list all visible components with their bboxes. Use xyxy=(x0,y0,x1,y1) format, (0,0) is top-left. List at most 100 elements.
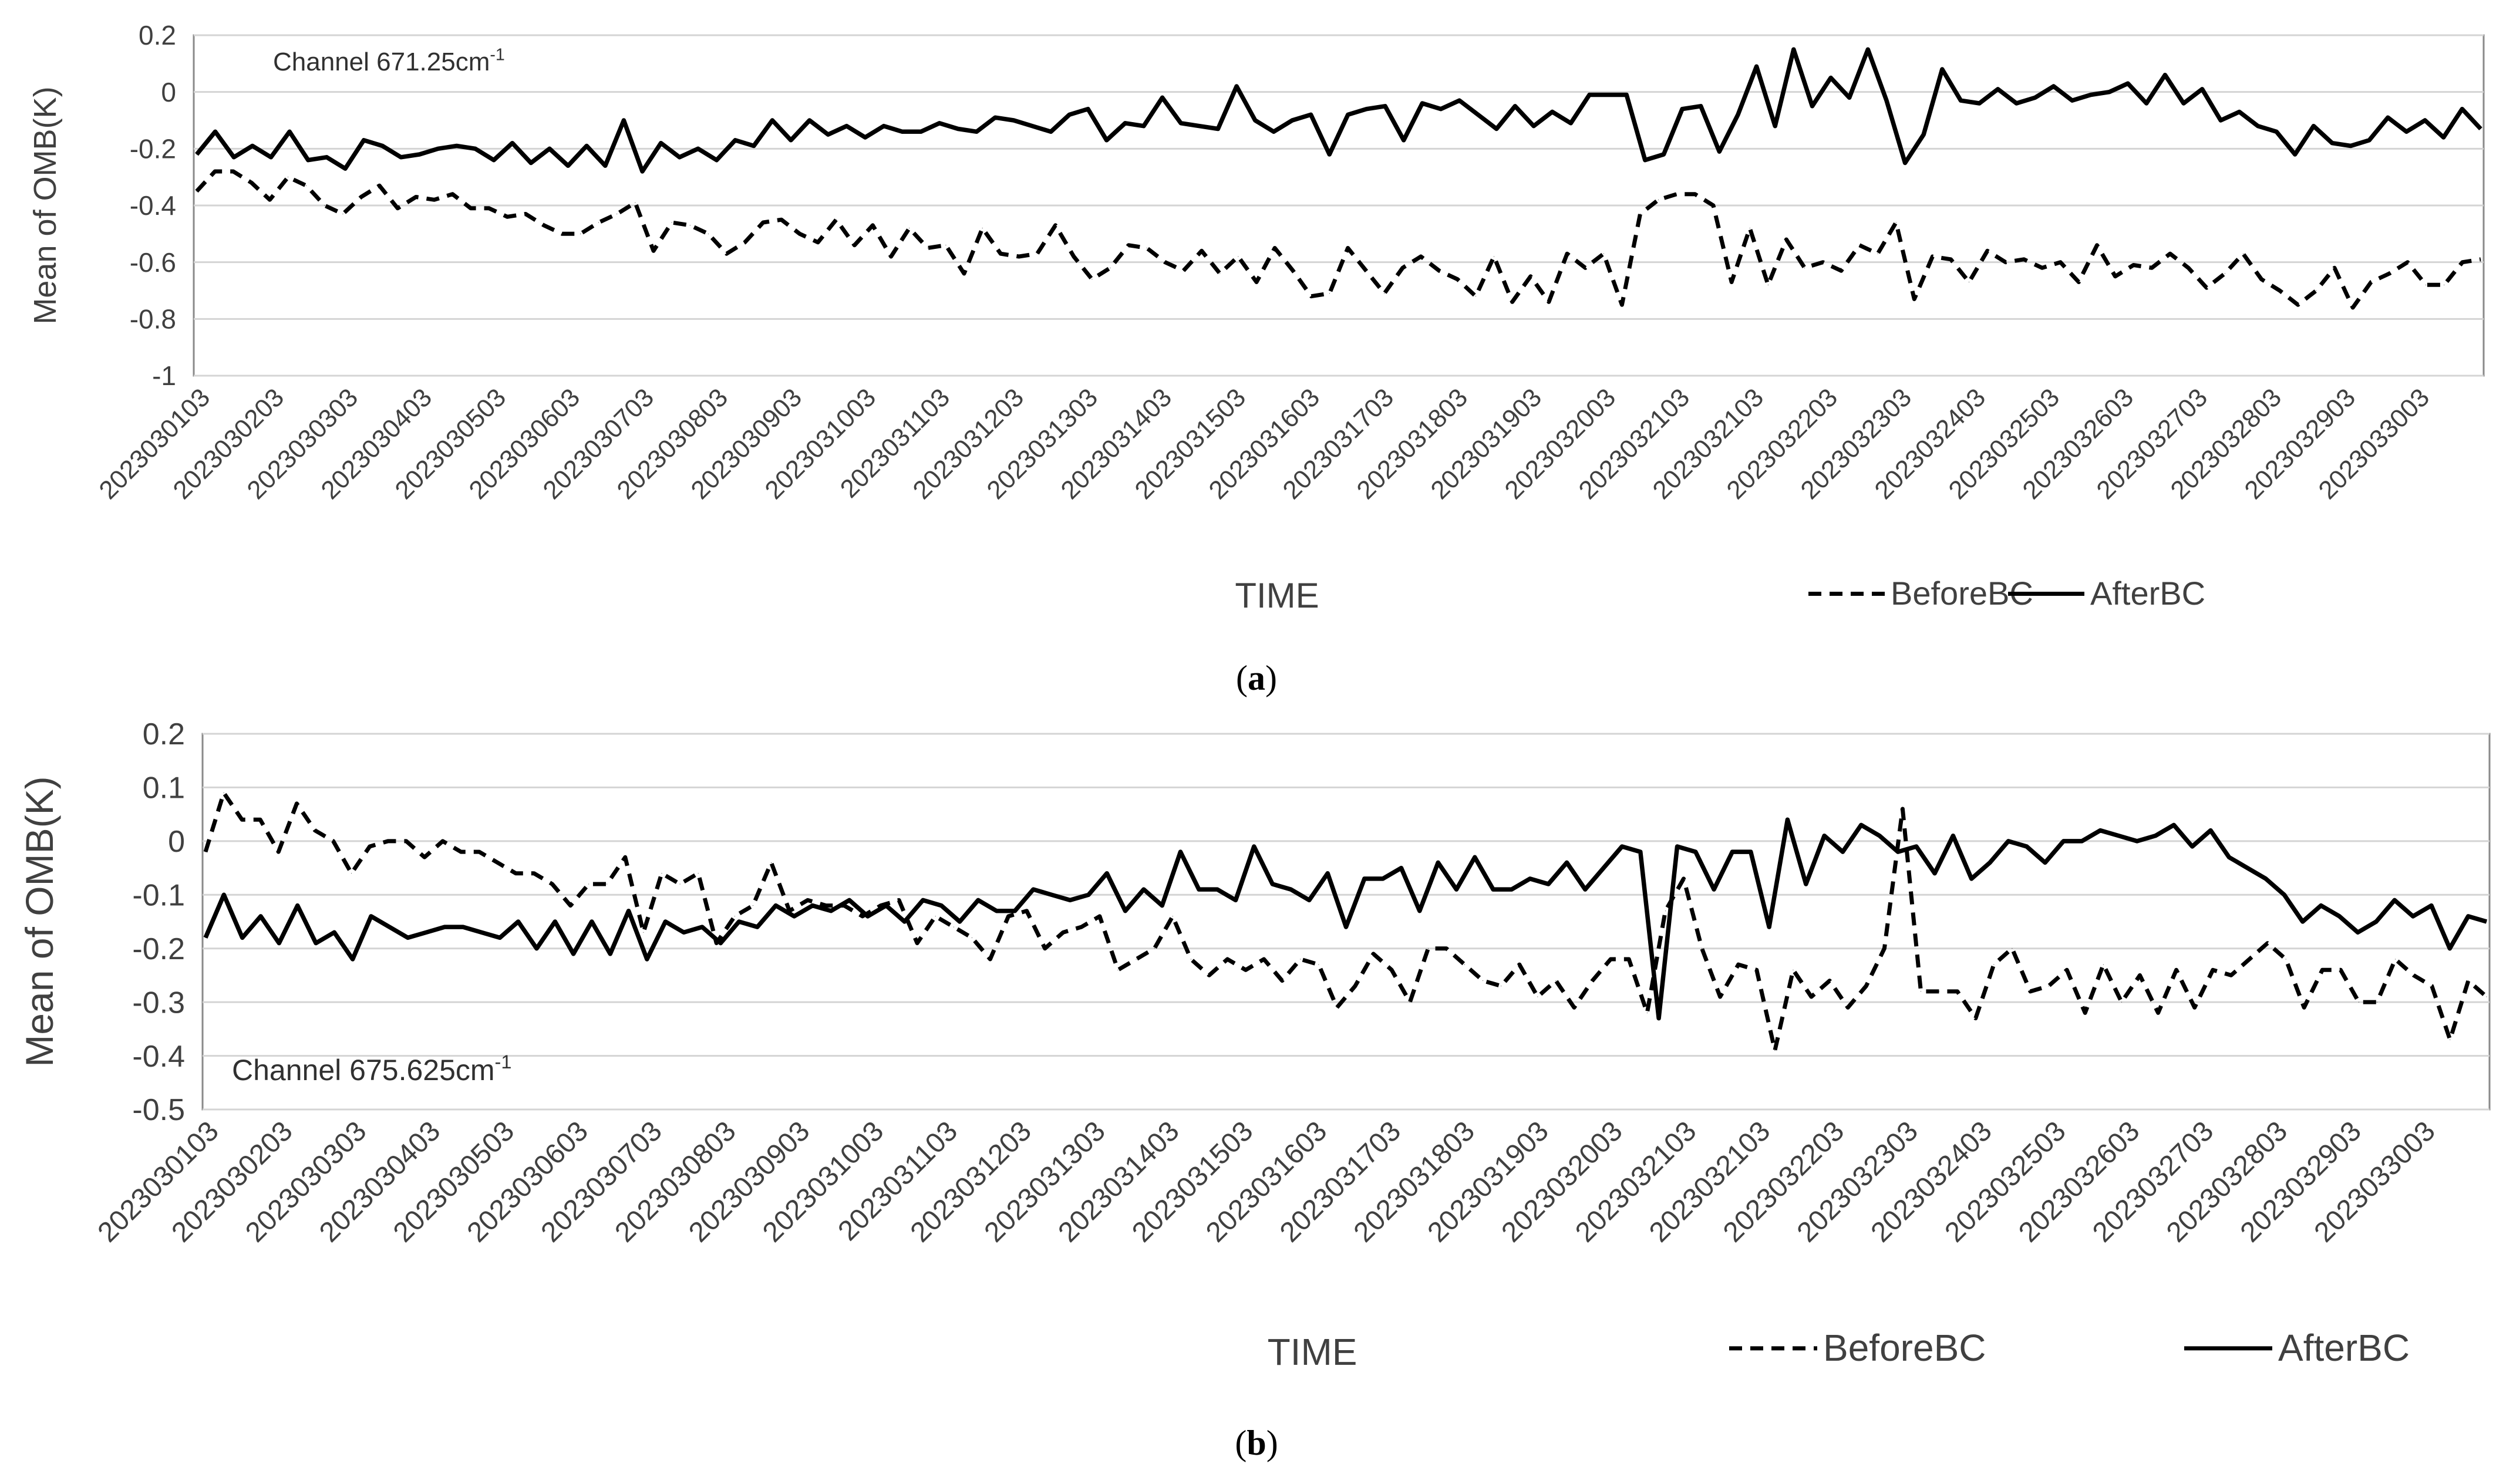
data-point-beforebc xyxy=(1774,1050,1776,1051)
data-point-afterbc xyxy=(2406,131,2407,132)
data-point-beforebc xyxy=(1555,980,1557,982)
data-point-afterbc xyxy=(2387,117,2389,118)
data-point-afterbc xyxy=(407,937,409,938)
data-point-afterbc xyxy=(2276,131,2277,132)
data-point-beforebc xyxy=(2103,964,2104,965)
data-point-afterbc xyxy=(1824,835,1825,837)
data-point-afterbc xyxy=(2357,932,2359,933)
data-point-afterbc xyxy=(1719,151,1720,152)
data-point-beforebc xyxy=(260,819,261,820)
y-axis-title: Mean of OMB(K) xyxy=(18,776,61,1067)
data-point-beforebc xyxy=(1227,959,1228,960)
data-point-afterbc xyxy=(1125,910,1126,912)
data-point-afterbc xyxy=(289,131,290,132)
data-point-beforebc xyxy=(2413,974,2414,976)
series-line-afterbc xyxy=(195,47,2482,174)
data-point-afterbc xyxy=(1971,878,1972,879)
data-point-afterbc xyxy=(1456,889,1457,890)
y-tick-label: -0.5 xyxy=(132,1093,185,1127)
y-tick-label: 0.2 xyxy=(143,717,185,751)
data-point-afterbc xyxy=(1050,131,1052,132)
y-tick-label: -0.4 xyxy=(130,190,176,221)
panel-label: (a) xyxy=(1236,659,1277,697)
data-point-afterbc xyxy=(642,171,643,172)
channel-annotation: Channel 675.625cm-1 xyxy=(232,1051,511,1087)
data-point-beforebc xyxy=(1884,948,1885,949)
data-point-beforebc xyxy=(1208,974,1210,976)
data-point-afterbc xyxy=(1879,835,1880,837)
data-point-afterbc xyxy=(1548,883,1549,885)
data-point-beforebc xyxy=(233,171,234,172)
panel-label-open-paren: ( xyxy=(1235,1424,1247,1462)
data-point-afterbc xyxy=(2044,862,2046,863)
data-point-afterbc xyxy=(1364,878,1365,879)
series-line-beforebc xyxy=(203,791,2488,1053)
data-point-afterbc xyxy=(1474,856,1476,858)
data-point-beforebc xyxy=(497,862,498,863)
data-point-beforebc xyxy=(1026,910,1028,912)
data-point-afterbc xyxy=(941,905,942,906)
data-point-beforebc xyxy=(1373,953,1374,955)
data-point-afterbc xyxy=(1069,114,1070,115)
data-point-afterbc xyxy=(419,154,420,155)
y-tick-label: 0 xyxy=(168,825,185,859)
data-point-afterbc xyxy=(2071,100,2073,101)
data-point-afterbc xyxy=(1886,100,1887,101)
data-point-afterbc xyxy=(1013,120,1015,121)
data-point-beforebc xyxy=(679,883,681,885)
data-point-beforebc xyxy=(1300,959,1301,960)
data-point-beforebc xyxy=(570,905,571,906)
y-tick-label: 0.1 xyxy=(143,771,185,805)
y-tick-label: -0.8 xyxy=(130,303,176,334)
data-point-beforebc xyxy=(1665,910,1666,912)
data-point-beforebc xyxy=(1574,1007,1575,1008)
data-point-afterbc xyxy=(1217,889,1218,890)
data-point-afterbc xyxy=(1787,819,1788,820)
data-point-beforebc xyxy=(1683,878,1684,879)
series-line-beforebc xyxy=(195,169,2481,310)
data-point-afterbc xyxy=(2443,137,2444,138)
data-point-afterbc xyxy=(646,959,648,960)
channel-annotation-text: Channel 675.625cm xyxy=(232,1054,495,1087)
data-point-afterbc xyxy=(536,948,537,949)
data-point-afterbc xyxy=(1421,103,1423,104)
data-point-afterbc xyxy=(1768,926,1770,928)
data-point-afterbc xyxy=(1960,100,1961,101)
data-point-afterbc xyxy=(1493,889,1494,890)
data-point-beforebc xyxy=(1592,980,1593,982)
data-point-afterbc xyxy=(2146,103,2147,104)
y-tick-label: -0.4 xyxy=(132,1040,185,1074)
channel-annotation-superscript: -1 xyxy=(490,45,504,64)
data-point-afterbc xyxy=(1849,97,1850,98)
data-point-afterbc xyxy=(885,905,887,906)
data-point-beforebc xyxy=(880,905,881,906)
data-point-beforebc xyxy=(588,883,589,885)
data-point-afterbc xyxy=(2053,86,2054,87)
data-point-afterbc xyxy=(389,926,390,928)
panel-label-letter: b xyxy=(1247,1424,1266,1462)
data-point-beforebc xyxy=(424,856,425,858)
panel-label-close-paren: ) xyxy=(1266,1424,1278,1462)
data-point-afterbc xyxy=(996,910,997,912)
data-point-beforebc xyxy=(1318,964,1319,965)
y-tick-label: 0.2 xyxy=(139,20,176,50)
data-point-afterbc xyxy=(1979,103,1980,104)
data-point-afterbc xyxy=(976,131,977,132)
data-point-beforebc xyxy=(1902,808,1903,810)
data-point-afterbc xyxy=(1459,100,1460,101)
data-point-afterbc xyxy=(2034,97,2036,98)
data-point-beforebc xyxy=(2121,1001,2122,1003)
panel-label-open-paren: ( xyxy=(1236,659,1248,697)
data-point-afterbc xyxy=(1805,883,1807,885)
data-point-beforebc xyxy=(1336,1007,1338,1008)
data-point-beforebc xyxy=(552,883,553,885)
data-point-afterbc xyxy=(1198,889,1200,890)
data-point-beforebc xyxy=(369,846,370,847)
data-point-beforebc xyxy=(1993,964,1995,965)
data-point-afterbc xyxy=(444,926,445,928)
data-point-beforebc xyxy=(770,862,772,863)
data-point-beforebc xyxy=(2194,1007,2195,1008)
data-point-afterbc xyxy=(1663,154,1664,155)
data-point-afterbc xyxy=(2424,120,2426,121)
